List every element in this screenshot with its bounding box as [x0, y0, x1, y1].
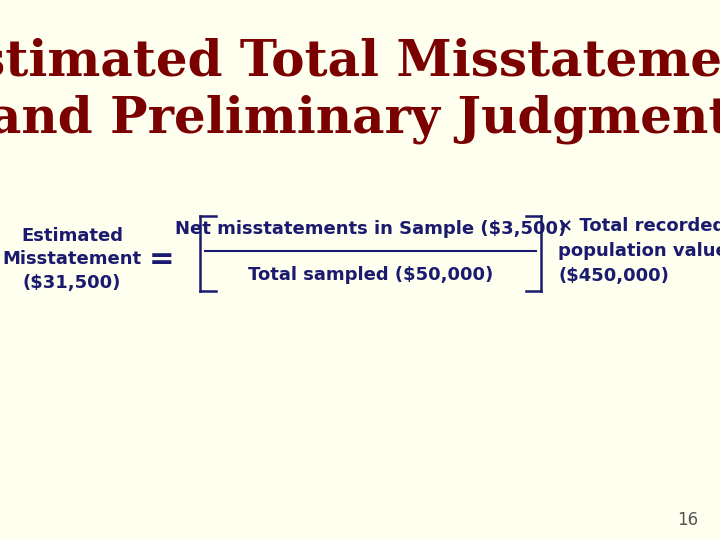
Text: =: =: [149, 245, 175, 274]
Text: 16: 16: [678, 511, 698, 529]
Text: Estimated Total Misstatement
and Preliminary Judgment: Estimated Total Misstatement and Prelimi…: [0, 38, 720, 144]
Text: Net misstatements in Sample ($3,500): Net misstatements in Sample ($3,500): [175, 220, 567, 239]
Text: Estimated
Misstatement
($31,500): Estimated Misstatement ($31,500): [2, 227, 142, 292]
Text: Total sampled ($50,000): Total sampled ($50,000): [248, 266, 493, 285]
Text: × Total recorded
population value
($450,000): × Total recorded population value ($450,…: [558, 217, 720, 285]
